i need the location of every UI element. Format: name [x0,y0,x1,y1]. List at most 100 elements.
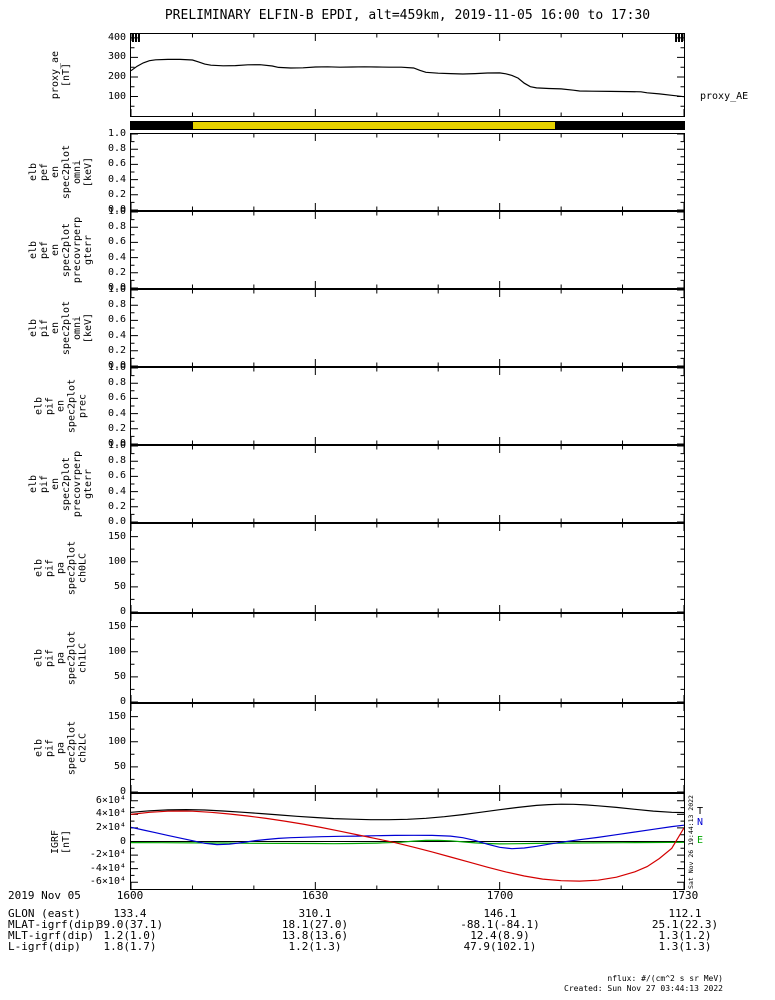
y-tick-label: 0.6 [107,236,126,248]
panel-pif-pa-ch0LC: elb pif pa spec2plot ch0LC 0 50 100 150 [0,523,775,617]
y-tick-label: -4×10⁴ [89,862,126,874]
footer-value: 18.1(27.0) [281,918,349,931]
x-tick-label: 1600 [116,889,144,902]
plot-area [130,793,685,890]
trace-label-T: T [697,805,704,817]
trace-D [131,810,684,882]
y-tick-label: 0.0 [107,282,126,293]
y-tick-label: 0.4 [107,485,126,497]
y-tick-label: 0.4 [107,251,126,263]
y-tick-label: 100 [107,555,126,567]
footer-value: 112.1 [668,907,702,920]
panel-pif-en-prec: elb pif en spec2plot prec 0.0 0.2 0.4 0.6 0.8… [0,363,775,449]
axis-ticks [131,704,684,792]
panel-pif-en-precovrperp-gterr: elb pif en spec2plot precovrperp gterr 0.… [0,441,775,527]
footer-value: 1.8(1.7) [103,940,157,953]
panel-igrf: IGRF [nT] -6×10⁴ -4×10⁴ -2×10⁴ 0 2×10⁴ 4×10⁴ 6×… [0,793,775,890]
y-tick-label: 0.6 [107,314,126,326]
y-tick-label: 200 [107,71,126,82]
y-tick-label: 0 [119,786,126,797]
date-label: 2019 Nov 05 [8,889,81,902]
y-tick-label: 400 [107,31,126,43]
x-tick-label: 1700 [486,889,514,902]
y-tick-label: 1.0 [107,128,126,139]
panel-pif-en-omni: elb pif en spec2plot omni [keV] 0.0 0.2 0.4… [0,285,775,371]
axis-ticks [131,212,684,288]
y-tick-label: 150 [107,530,126,542]
y-axis-label: proxy_ae [nT] [50,50,72,100]
y-tick-label: 0.6 [107,158,126,170]
y-tick-label: 1.0 [107,440,126,451]
axis-ticks [131,614,684,702]
x-axis-row: 2019 Nov 05 1600 1630 1700 1730 [0,890,775,903]
y-tick-label: 1.0 [107,206,126,217]
y-tick-label: -6×10⁴ [89,876,126,888]
y-tick-label: 0.6 [107,392,126,404]
y-tick-label: 0.4 [107,329,126,341]
trace-N [131,824,684,850]
panel-pif-pa-ch1LC: elb pif pa spec2plot ch1LC 0 50 100 150 [0,613,775,707]
y-tick-label: 50 [113,580,126,592]
y-tick-label: 0.0 [107,204,126,215]
panel-science-zone-bar [0,121,775,130]
footer-row-l: L-igrf(dip) 1.8(1.7) 1.2(1.3) 47.9(102.1) 1.… [0,941,775,952]
y-tick-label: 0.0 [107,360,126,371]
bar-segment-black-right [554,121,685,130]
availability-bar [130,121,685,130]
footer: 2019 Nov 05 1600 1630 1700 1730 GLON (east) 13… [0,890,775,952]
footer-value: 13.8(13.6) [281,929,349,942]
y-tick-label: 150 [107,710,126,722]
footer-notes: nflux: #/(cm^2 s sr MeV) Created: Sun No… [564,974,723,994]
y-tick-label: 100 [107,735,126,747]
footer-value: -88.1(-84.1) [460,918,540,931]
plot-area [130,523,685,613]
trace-label-proxy_AE: proxy_AE [700,90,749,102]
plot-area [130,445,685,523]
axis-ticks [131,134,684,210]
trace-label-E: E [697,834,704,846]
y-tick-label: 0.8 [107,221,126,233]
trace-E [131,839,684,845]
y-tick-label: 2×10⁴ [95,821,126,833]
y-tick-label: 50 [113,760,126,772]
bar-segment-black-left [130,121,193,130]
footer-value: 1.3(1.2) [658,929,712,942]
footer-value: 39.0(37.1) [96,918,164,931]
footer-value: 12.4(8.9) [470,929,530,942]
trace-T [131,803,684,821]
axis-ticks [131,368,684,444]
y-tick-label: 50 [113,670,126,682]
y-tick-label: 300 [107,51,126,63]
y-tick-label: 0.2 [107,422,126,434]
x-tick-label: 1730 [671,889,699,902]
y-tick-label: -2×10⁴ [89,849,126,861]
y-tick-label: 0.0 [107,438,126,449]
y-tick-label: 0.6 [107,470,126,482]
y-tick-label: 0.0 [107,516,126,527]
y-tick-label: 0.4 [107,407,126,419]
footer-value: 47.9(102.1) [463,940,537,953]
trace-proxy_AE [131,58,684,98]
plot-area [130,367,685,445]
x-tick-label: 1630 [301,889,329,902]
footer-value: 1.2(1.3) [288,940,342,953]
y-tick-label: 0 [119,835,126,847]
trace-label-N: N [697,817,704,829]
footer-row-mlt: MLT-igrf(dip) 1.2(1.0) 13.8(13.6) 12.4(8.9)… [0,930,775,941]
y-tick-label: 0.2 [107,266,126,278]
y-tick-label: 0.2 [107,188,126,200]
y-axis-label: IGRF [nT] [50,829,72,854]
created-timestamp: Created: Sun Nov 27 03:44:13 2022 [564,984,723,993]
panel-pif-pa-ch2LC: elb pif pa spec2plot ch2LC 0 50 100 150 [0,703,775,797]
footer-row-label: MLAT-igrf(dip) [8,918,101,931]
y-tick-label: 100 [107,90,126,102]
y-tick-label: 0.2 [107,344,126,356]
footer-row-label: MLT-igrf(dip) [8,929,95,942]
panel-pef-en-precovrperp-gterr: elb pef en spec2plot precovrperp gterr 0.… [0,207,775,293]
nflux-units-note: nflux: #/(cm^2 s sr MeV) [607,974,723,983]
plot-area [130,211,685,289]
y-tick-label: 0.2 [107,500,126,512]
y-tick-label: 0.4 [107,173,126,185]
y-tick-label: 0.8 [107,299,126,311]
